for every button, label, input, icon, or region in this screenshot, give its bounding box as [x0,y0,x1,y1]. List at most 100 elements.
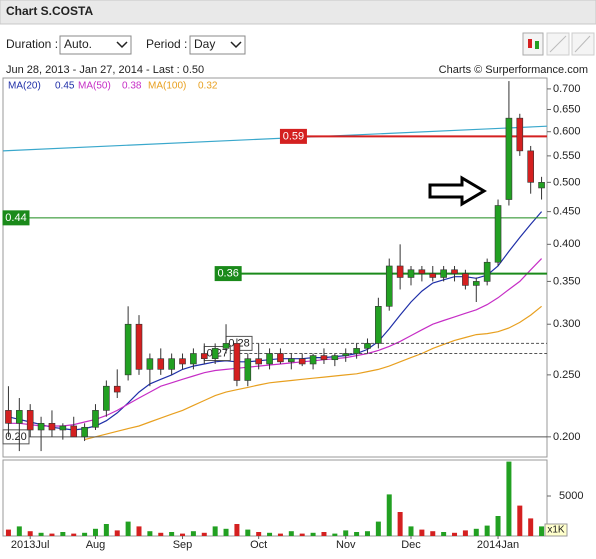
period-select[interactable]: Day [189,35,246,55]
volume-bar [452,532,458,536]
candle-body [168,358,175,370]
duration-label: Duration : [6,37,58,51]
select-box[interactable] [59,35,132,55]
candle-body [429,273,437,278]
volume-bar [147,531,153,536]
level-label-box [279,128,307,144]
y-tick-label: 0.300 [553,318,581,330]
candle-body [244,358,252,381]
volume-bar [397,512,403,536]
volume-tick-label: 5000 [559,490,583,502]
legend-name: MA(20) [8,81,41,92]
candle-body [483,261,491,282]
candle-body [505,117,513,200]
level-label-box [214,266,242,282]
y-tick-label: 0.350 [553,275,581,287]
candle-body [26,410,34,431]
candle-body [266,353,273,365]
candle-body [135,323,143,370]
candle-body [277,353,284,363]
volume-bar [343,530,349,536]
volume-bar [441,532,447,536]
volume-bar [60,532,66,536]
page-title: Chart S.COSTA [6,4,93,18]
area-icon[interactable] [571,32,595,56]
chart-source: Charts © Surperformance.com [439,64,588,76]
icon-box[interactable] [522,32,544,56]
volume-bar [92,528,98,536]
volume-bar [201,532,207,536]
volume-bar [506,461,512,536]
y-tick-label: 0.550 [553,150,581,162]
volume-bar [16,526,22,536]
candle-body [472,281,480,286]
volume-bar [234,524,240,536]
candle-body [451,269,458,274]
volume-bar [408,526,414,536]
volume-bar [462,530,468,536]
volume-frame [2,459,548,537]
candle-body [538,182,545,189]
y-tick-label: 0.600 [553,126,581,138]
candle-body [92,410,99,428]
candle-body [222,343,230,349]
volume-bar [136,526,142,536]
volume-bar [375,521,381,536]
y-tick-label: 0.200 [553,431,581,443]
price-frame [2,77,548,458]
volume-bar [169,532,175,536]
volume-bar [354,532,360,536]
candle-body [179,358,186,365]
select-value[interactable]: Day [194,37,215,51]
candle-body [16,410,23,424]
volume-bar [190,531,196,536]
candle-body [157,358,165,370]
volume-bar [125,521,131,536]
volume-bar [299,533,305,536]
icon-shape [535,41,539,49]
candle-body [59,425,67,431]
volume-bar [245,529,251,536]
y-tick-label: 0.450 [553,206,581,218]
volume-bar [386,494,392,536]
select-value[interactable]: Auto. [64,37,92,51]
volume-bar [528,518,534,536]
volume-bar [473,528,479,536]
candle-body [81,426,88,438]
volume-unit: x1K [547,525,565,536]
icon-shape [528,39,532,48]
volume-bar [103,524,109,536]
line-icon[interactable] [546,32,570,56]
candle-body [364,343,371,349]
candle-body [190,353,197,365]
legend-value: 0.45 [55,81,75,92]
candle-body [48,422,56,431]
volume-bar [517,505,523,536]
x-tick-label: Dec [401,539,421,551]
candle-body [407,269,415,278]
volume-bar [49,533,55,536]
select-box[interactable] [189,35,246,55]
legend-value: 0.32 [198,81,218,92]
volume-bar [71,533,77,536]
volume-bar [5,529,11,536]
volume-bar [288,531,294,536]
level-label-box [2,210,30,226]
candle-body [233,343,241,381]
candle-icon[interactable] [522,32,544,56]
candle-body [124,323,132,376]
volume-bar [158,532,164,536]
candle-body [516,117,524,152]
x-tick-label: 2014Jan [477,539,519,551]
volume-bar [212,526,218,536]
legend-name: MA(50) [78,81,111,92]
duration-select[interactable]: Auto. [59,35,132,55]
volume-bar [256,532,262,536]
candle-body [396,265,404,278]
x-tick-label: Sep [173,539,193,551]
level-label-box [2,429,30,445]
chart-subtitle: Jun 28, 2013 - Jan 27, 2014 - Last : 0.5… [6,64,204,76]
candle-body [353,348,360,354]
